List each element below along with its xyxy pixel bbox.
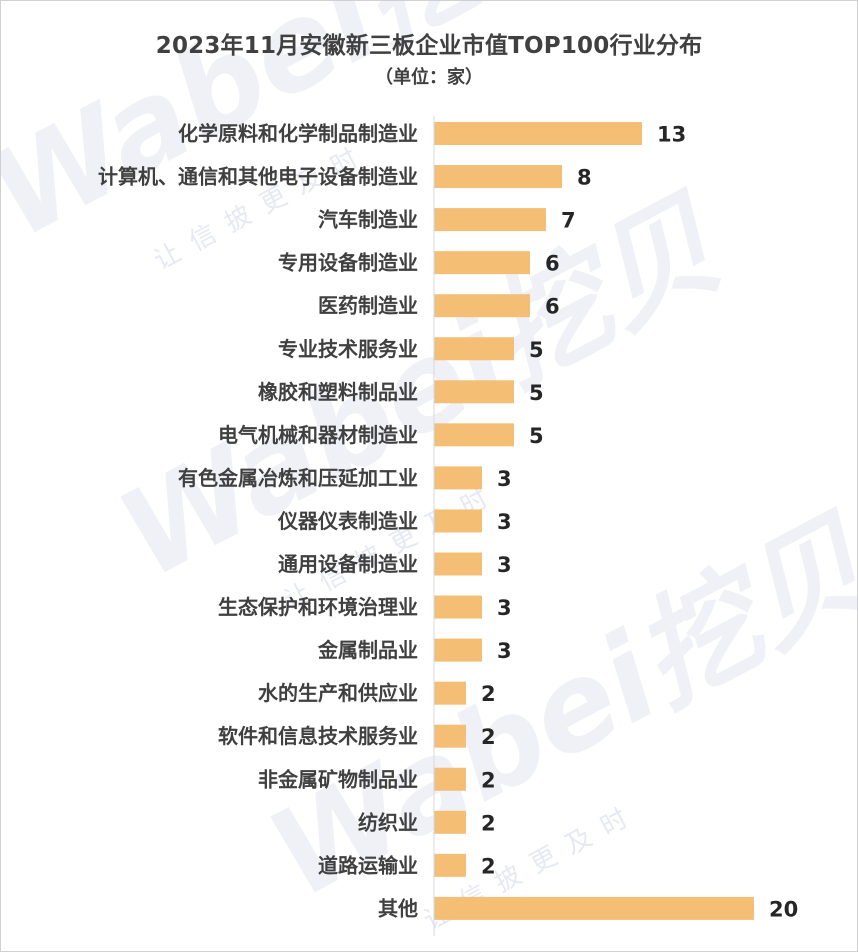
- value-label: 3: [497, 596, 512, 620]
- value-label: 3: [497, 510, 512, 534]
- value-label: 2: [481, 854, 496, 878]
- value-label: 5: [529, 381, 544, 405]
- bar: [434, 552, 482, 576]
- value-label: 5: [529, 338, 544, 362]
- value-label: 3: [497, 467, 512, 491]
- category-label: 通用设备制造业: [278, 552, 418, 576]
- bar: [434, 466, 482, 490]
- bar: [434, 251, 530, 275]
- bar: [434, 638, 482, 662]
- category-label: 有色金属冶炼和压延加工业: [178, 466, 418, 490]
- value-label: 7: [561, 209, 576, 233]
- bar: [434, 294, 530, 318]
- value-label: 2: [481, 725, 496, 749]
- bar: [434, 724, 466, 748]
- value-label: 5: [529, 424, 544, 448]
- category-label: 水的生产和供应业: [258, 681, 418, 705]
- value-label: 2: [481, 682, 496, 706]
- bar: [434, 122, 642, 145]
- category-label: 非金属矿物制品业: [258, 767, 418, 791]
- value-label: 6: [545, 295, 560, 319]
- bar: [434, 681, 466, 705]
- bar: [434, 509, 482, 533]
- category-label: 软件和信息技术服务业: [218, 724, 418, 748]
- value-label: 2: [481, 768, 496, 792]
- value-label: 3: [497, 553, 512, 577]
- bar: [434, 423, 514, 447]
- category-label: 专用设备制造业: [278, 251, 418, 275]
- bars-group: 化学原料和化学制品制造业 13 计算机、通信和其他电子设备制造业 8 汽车制造业 7 专用设…: [98, 122, 798, 922]
- value-label: 3: [497, 639, 512, 663]
- chart-subtitle: （单位：家）: [375, 67, 483, 88]
- bar: [434, 165, 562, 189]
- category-label: 汽车制造业: [318, 208, 418, 232]
- category-label: 仪器仪表制造业: [277, 509, 418, 533]
- value-label: 13: [657, 123, 686, 147]
- category-label: 金属制品业: [317, 638, 418, 662]
- value-label: 20: [769, 897, 798, 921]
- bar: [434, 337, 514, 361]
- category-label: 化学原料和化学制品制造业: [178, 122, 418, 146]
- bar: [434, 767, 466, 791]
- category-label: 电气机械和器材制造业: [218, 423, 418, 447]
- bar: [434, 595, 482, 619]
- category-label: 医药制造业: [318, 294, 418, 318]
- category-label: 纺织业: [358, 810, 418, 834]
- bar: [434, 380, 514, 404]
- category-label: 其他: [378, 896, 418, 920]
- value-label: 6: [545, 252, 560, 276]
- chart-title: 2023年11月安徽新三板企业市值TOP100行业分布: [155, 33, 703, 59]
- value-label: 8: [577, 166, 592, 190]
- category-label: 专业技术服务业: [278, 337, 418, 361]
- bar: [434, 896, 754, 920]
- category-label: 道路运输业: [318, 853, 418, 877]
- category-label: 计算机、通信和其他电子设备制造业: [98, 165, 418, 189]
- category-label: 橡胶和塑料制品业: [258, 380, 418, 404]
- category-label: 生态保护和环境治理业: [218, 595, 418, 619]
- value-label: 2: [481, 811, 496, 835]
- bar: [434, 810, 466, 834]
- bar: [434, 208, 546, 232]
- bar: [434, 853, 466, 877]
